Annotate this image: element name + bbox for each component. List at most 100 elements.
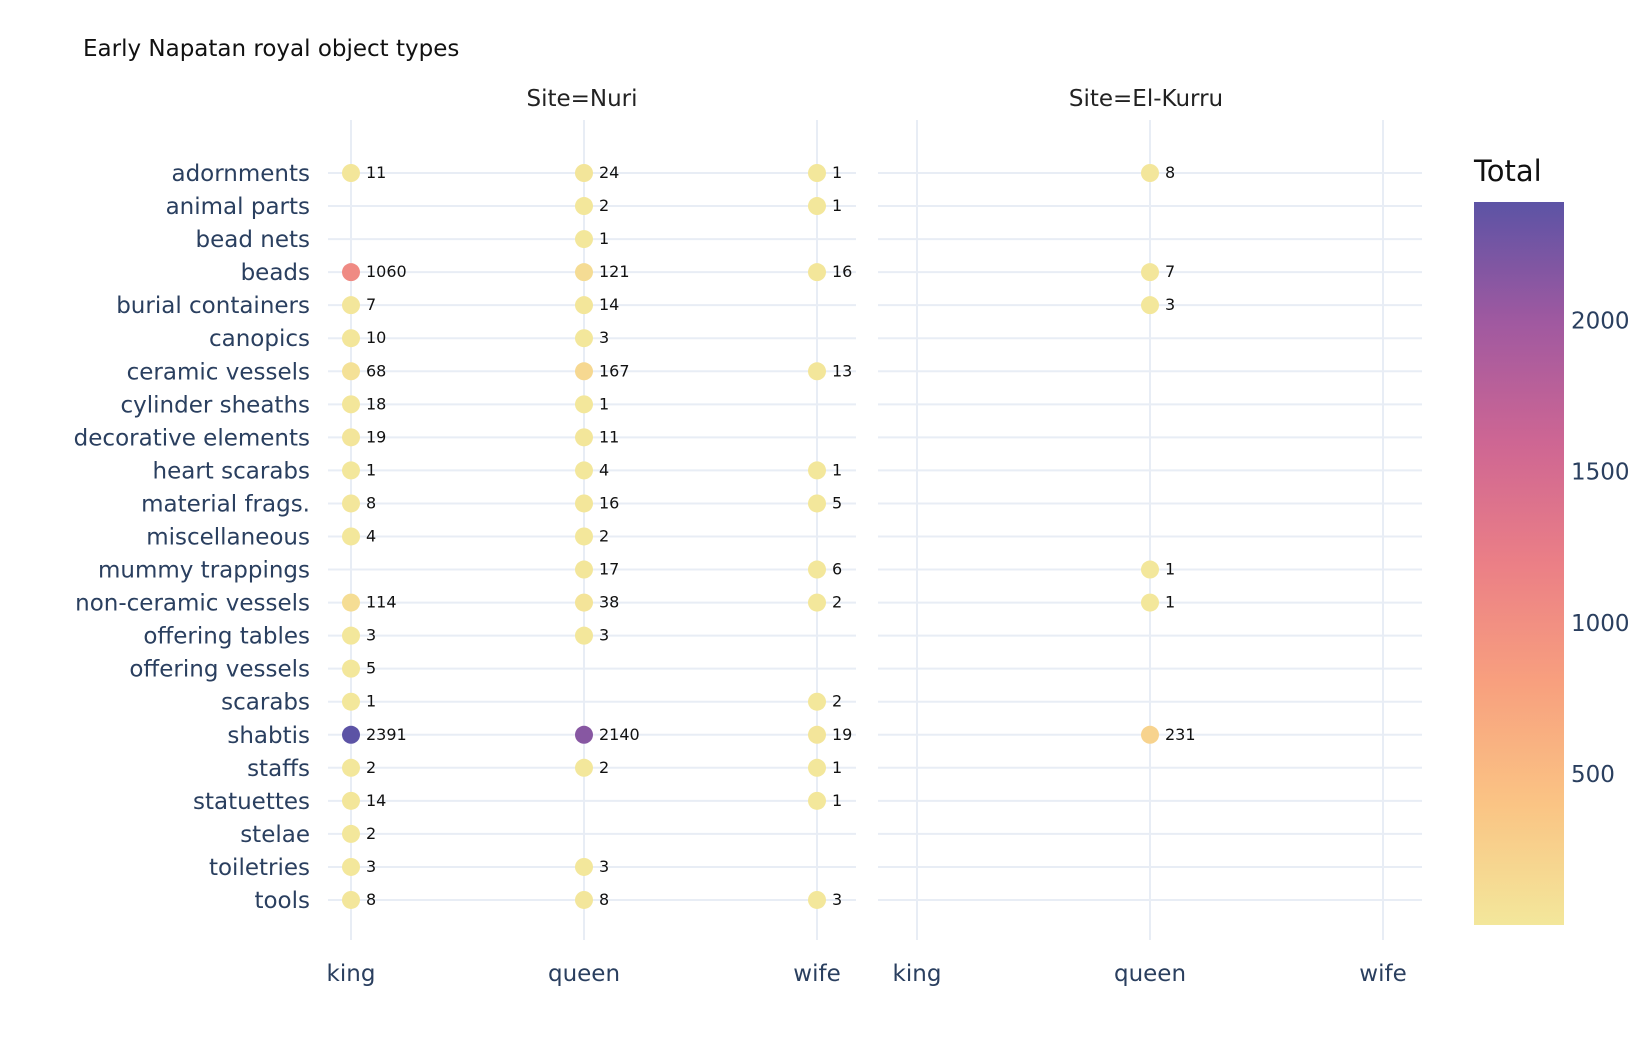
data-point-site-el-kurru-adornments-queen — [1141, 164, 1159, 182]
data-label-site-nuri-heart-scarabs-queen: 4 — [599, 460, 609, 479]
y-tick-label-non-ceramic-vessels: non-ceramic vessels — [75, 591, 310, 617]
y-tick-label-tools: tools — [254, 888, 310, 914]
data-label-site-nuri-toiletries-king: 3 — [366, 857, 376, 876]
x-tick-label-2-queen: queen — [1114, 961, 1186, 987]
data-label-site-nuri-bead-nets-queen: 1 — [599, 229, 609, 248]
data-label-site-nuri-mummy-trappings-queen: 17 — [599, 560, 619, 579]
data-point-site-nuri-canopics-queen — [575, 329, 593, 348]
data-point-site-nuri-decorative-elements-king — [342, 428, 360, 447]
data-label-site-nuri-ceramic-vessels-queen: 167 — [599, 361, 630, 380]
data-point-site-nuri-stelae-king — [342, 824, 360, 843]
data-point-site-nuri-material-frags-wife — [808, 494, 826, 513]
data-label-site-nuri-canopics-king: 10 — [366, 328, 386, 347]
data-point-site-nuri-beads-king — [342, 263, 360, 282]
data-point-site-nuri-staffs-king — [342, 758, 360, 777]
data-point-site-el-kurru-mummy-trappings-queen — [1141, 560, 1159, 579]
data-point-site-nuri-shabtis-queen — [575, 725, 593, 744]
y-tick-label-miscellaneous: miscellaneous — [146, 524, 310, 550]
data-point-site-nuri-animal-parts-queen — [575, 197, 593, 216]
data-label-site-nuri-beads-king: 1060 — [366, 262, 407, 281]
facet-title-el-kurru: Site=El-Kurru — [1068, 86, 1224, 112]
data-label-site-nuri-material-frags-wife: 5 — [832, 493, 842, 512]
data-point-site-nuri-ceramic-vessels-king — [342, 362, 360, 381]
data-label-site-nuri-canopics-queen: 3 — [599, 328, 609, 347]
y-tick-label-bead-nets: bead nets — [196, 227, 310, 253]
data-point-site-el-kurru-beads-queen — [1141, 263, 1159, 282]
y-tick-label-ceramic-vessels: ceramic vessels — [127, 359, 310, 385]
data-label-site-nuri-tools-wife: 3 — [832, 890, 842, 909]
data-label-site-nuri-offering-tables-king: 3 — [366, 626, 376, 645]
data-point-site-nuri-offering-tables-queen — [575, 626, 593, 645]
data-label-site-nuri-beads-queen: 121 — [599, 262, 630, 281]
y-tick-label-offering-vessels: offering vessels — [129, 657, 310, 683]
data-point-site-nuri-decorative-elements-queen — [575, 428, 593, 447]
data-label-site-nuri-staffs-queen: 2 — [599, 758, 609, 777]
data-point-site-nuri-ceramic-vessels-wife — [808, 362, 826, 381]
x-tick-label-2-wife: wife — [1359, 961, 1406, 987]
y-tick-label-shabtis: shabtis — [227, 723, 310, 749]
x-tick-label-1-king: king — [327, 961, 376, 987]
x-tick-label-1-queen: queen — [548, 961, 620, 987]
data-label-site-nuri-non-ceramic-vessels-queen: 38 — [599, 593, 619, 612]
y-tick-label-staffs: staffs — [247, 756, 310, 782]
data-label-site-nuri-non-ceramic-vessels-king: 114 — [366, 593, 397, 612]
data-label-site-nuri-statuettes-king: 14 — [366, 791, 386, 810]
data-label-site-nuri-toiletries-queen: 3 — [599, 857, 609, 876]
data-point-site-nuri-adornments-king — [342, 164, 360, 182]
y-tick-label-scarabs: scarabs — [221, 690, 310, 716]
data-point-site-el-kurru-shabtis-queen — [1141, 725, 1159, 744]
data-label-site-nuri-mummy-trappings-wife: 6 — [832, 560, 842, 579]
data-label-site-nuri-cylinder-sheaths-queen: 1 — [599, 394, 609, 413]
data-point-site-nuri-statuettes-king — [342, 791, 360, 810]
data-point-site-nuri-shabtis-wife — [808, 725, 826, 744]
data-point-site-nuri-cylinder-sheaths-queen — [575, 395, 593, 414]
data-point-site-nuri-toiletries-queen — [575, 857, 593, 876]
data-point-site-el-kurru-non-ceramic-vessels-queen — [1141, 593, 1159, 612]
data-label-site-nuri-non-ceramic-vessels-wife: 2 — [832, 593, 842, 612]
data-label-site-nuri-burial-containers-queen: 14 — [599, 295, 619, 314]
y-tick-label-adornments: adornments — [171, 161, 310, 187]
data-point-site-nuri-non-ceramic-vessels-king — [342, 593, 360, 612]
data-label-site-nuri-beads-wife: 16 — [832, 262, 852, 281]
data-label-site-nuri-adornments-king: 11 — [366, 163, 386, 182]
colorbar-gradient — [1474, 202, 1564, 925]
data-point-site-nuri-miscellaneous-queen — [575, 527, 593, 546]
y-tick-label-decorative-elements: decorative elements — [74, 425, 310, 451]
y-tick-label-cylinder-sheaths: cylinder sheaths — [120, 392, 310, 418]
data-point-site-nuri-adornments-queen — [575, 164, 593, 182]
data-label-site-nuri-scarabs-wife: 2 — [832, 692, 842, 711]
data-point-site-nuri-beads-wife — [808, 263, 826, 282]
data-label-site-nuri-shabtis-wife: 19 — [832, 725, 852, 744]
data-point-site-nuri-shabtis-king — [342, 725, 360, 744]
data-label-site-nuri-adornments-wife: 1 — [832, 163, 842, 182]
data-label-site-nuri-ceramic-vessels-wife: 13 — [832, 361, 852, 380]
data-label-site-nuri-material-frags-king: 8 — [366, 493, 376, 512]
data-point-site-nuri-tools-king — [342, 890, 360, 909]
data-point-site-nuri-offering-tables-king — [342, 626, 360, 645]
data-label-site-nuri-animal-parts-wife: 1 — [832, 196, 842, 215]
data-label-site-nuri-decorative-elements-king: 19 — [366, 427, 386, 446]
data-point-site-nuri-material-frags-king — [342, 494, 360, 513]
data-label-site-nuri-adornments-queen: 24 — [599, 163, 619, 182]
data-point-site-nuri-scarabs-king — [342, 692, 360, 711]
y-tick-label-canopics: canopics — [209, 326, 310, 352]
colorbar-tick-label-1000: 1000 — [1571, 611, 1630, 637]
data-label-site-nuri-animal-parts-queen: 2 — [599, 196, 609, 215]
chart-title: Early Napatan royal object types — [83, 36, 460, 62]
data-label-site-nuri-material-frags-queen: 16 — [599, 493, 619, 512]
data-label-site-nuri-miscellaneous-queen: 2 — [599, 526, 609, 545]
x-tick-label-1-wife: wife — [793, 961, 840, 987]
data-label-site-nuri-ceramic-vessels-king: 68 — [366, 361, 386, 380]
data-point-site-nuri-staffs-wife — [808, 758, 826, 777]
y-tick-label-material-frags: material frags. — [141, 491, 310, 517]
data-label-site-el-kurru-shabtis-queen: 231 — [1165, 725, 1196, 744]
data-point-site-nuri-miscellaneous-king — [342, 527, 360, 546]
data-point-site-nuri-toiletries-king — [342, 857, 360, 876]
facet-title-nuri: Site=Nuri — [526, 86, 638, 112]
data-label-site-nuri-tools-queen: 8 — [599, 890, 609, 909]
y-tick-label-beads: beads — [241, 260, 310, 286]
data-point-site-nuri-mummy-trappings-wife — [808, 560, 826, 579]
data-point-site-nuri-tools-queen — [575, 890, 593, 909]
